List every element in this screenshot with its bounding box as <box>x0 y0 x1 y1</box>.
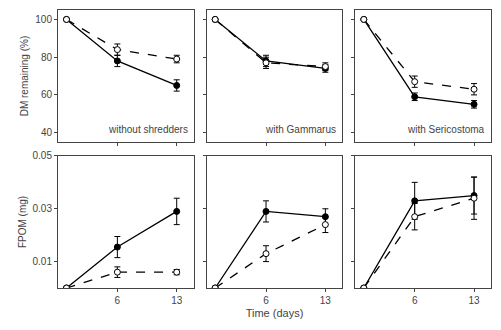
svg-text:13: 13 <box>171 295 183 306</box>
svg-text:with Sericostoma: with Sericostoma <box>407 124 485 135</box>
svg-text:0.05: 0.05 <box>33 150 53 161</box>
svg-text:0.03: 0.03 <box>33 203 53 214</box>
svg-text:13: 13 <box>320 295 332 306</box>
svg-text:13: 13 <box>468 295 480 306</box>
svg-text:100: 100 <box>35 14 52 25</box>
svg-text:6: 6 <box>115 295 121 306</box>
svg-text:Time (days): Time (days) <box>246 307 304 319</box>
svg-text:DM remaining (%): DM remaining (%) <box>19 36 30 117</box>
svg-text:6: 6 <box>263 295 269 306</box>
svg-text:with Gammarus: with Gammarus <box>265 124 336 135</box>
svg-text:6: 6 <box>412 295 418 306</box>
svg-text:FPOM (mg): FPOM (mg) <box>17 196 28 248</box>
svg-text:40: 40 <box>41 127 53 138</box>
svg-text:80: 80 <box>41 52 53 63</box>
svg-text:60: 60 <box>41 89 53 100</box>
svg-text:0.01: 0.01 <box>33 256 53 267</box>
svg-text:without shredders: without shredders <box>108 124 188 135</box>
